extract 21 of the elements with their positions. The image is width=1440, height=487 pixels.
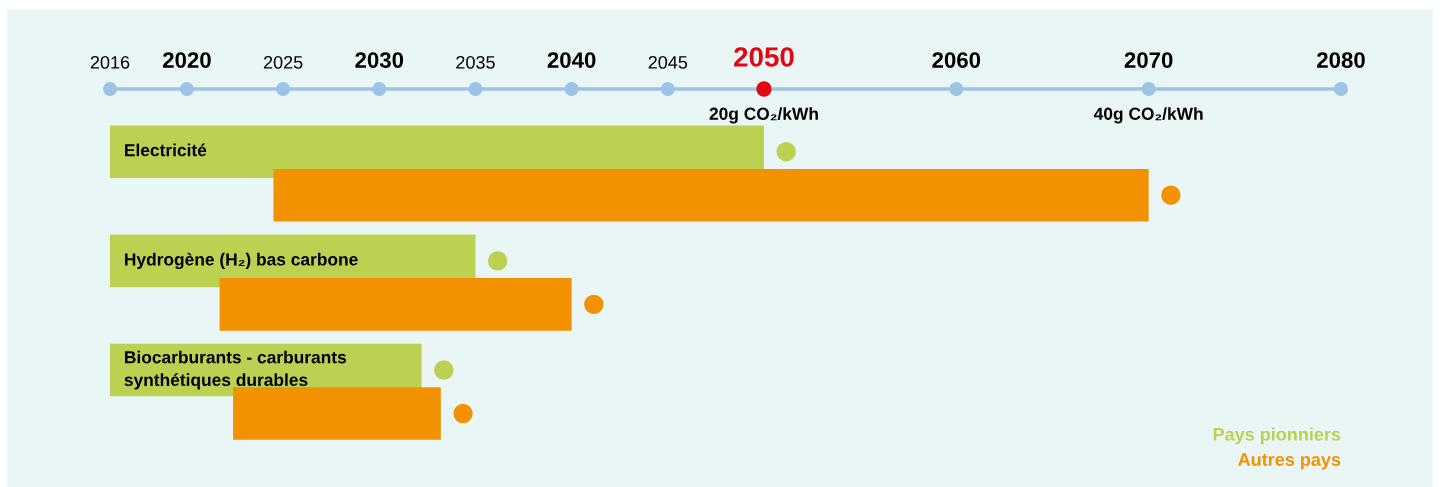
x-tick-label: 2020	[162, 52, 211, 68]
y-tick-label: Electricité	[125, 143, 207, 157]
bar	[273, 168, 1149, 222]
bar	[219, 278, 572, 331]
x-tick-label: 2080	[1317, 52, 1365, 68]
x-tick-label: 2025	[263, 55, 303, 69]
x-tick-label: 2045	[648, 55, 688, 69]
x-tick-label: 2040	[547, 52, 596, 68]
x-tick-label: 2030	[355, 52, 404, 68]
bar	[233, 387, 441, 440]
y-tick-label: Hydrogène (H₂) bas carbone	[125, 252, 358, 270]
text: Pays pionniers	[1213, 427, 1341, 445]
x-tick-label: 2050	[734, 47, 794, 67]
x-tick-label: 2060	[932, 52, 981, 68]
annotation: 20g CO₂/kWh	[709, 107, 818, 124]
x-tick-label: 2016	[90, 55, 130, 69]
x-tick-label: 2035	[456, 55, 495, 69]
y-tick-label: Biocarburants - carburants synthétiques durables	[124, 350, 347, 390]
x-tick-label: 2070	[1124, 52, 1173, 68]
text: Autres pays	[1238, 453, 1341, 470]
annotation: 40g CO₂/kWh	[1093, 107, 1203, 124]
